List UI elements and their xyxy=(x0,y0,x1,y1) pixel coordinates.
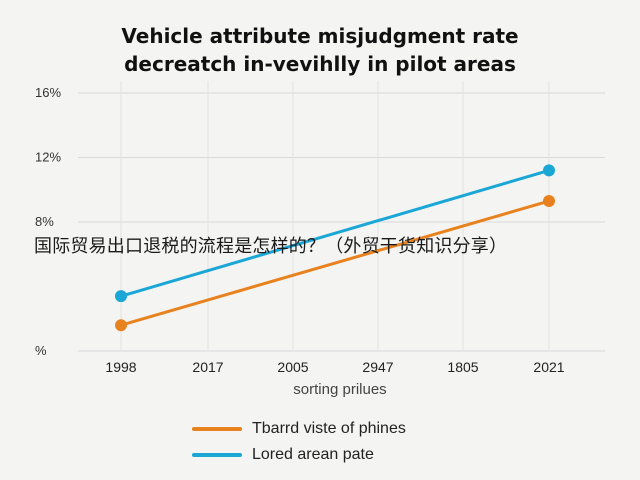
x-tick-label: 1998 xyxy=(105,359,136,375)
y-tick-label: 12% xyxy=(35,150,61,165)
data-point-1 xyxy=(115,319,127,332)
x-tick-label: 2017 xyxy=(192,359,223,375)
y-tick-label: 8% xyxy=(35,214,54,229)
data-point-2 xyxy=(115,290,127,303)
x-tick-label: 2021 xyxy=(533,359,564,375)
chart-legend: Tbarrd viste of phines Lored arean pate xyxy=(192,416,406,468)
legend-swatch-2 xyxy=(192,453,242,457)
legend-item-1: Tbarrd viste of phines xyxy=(192,416,406,442)
overlay-caption: 国际贸易出口退税的流程是怎样的？（外贸干货知识分享） xyxy=(34,236,508,257)
chart-title-line-1: Vehicle attribute misjudgment rate xyxy=(121,24,519,48)
line-chart: % 8% 12% 16% 1998 2017 2005 2947 1805 2021 sortin… xyxy=(35,81,605,398)
x-tick-label: 2947 xyxy=(362,359,393,375)
data-point-1 xyxy=(543,195,555,208)
legend-item-2: Lored arean pate xyxy=(192,442,406,468)
x-axis-label: sorting prilues xyxy=(293,381,386,398)
legend-label-1: Tbarrd viste of phines xyxy=(252,420,406,437)
legend-swatch-1 xyxy=(192,427,242,431)
legend-label-2: Lored arean pate xyxy=(252,446,374,463)
data-point-2 xyxy=(543,164,555,177)
x-tick-label: 1805 xyxy=(447,359,478,375)
series-line-1 xyxy=(119,199,551,327)
y-tick-label: 16% xyxy=(35,85,61,100)
series-line-2 xyxy=(119,168,551,298)
chart-title-line-2: decreatch in-vevihlly in pilot areas xyxy=(124,52,516,76)
y-tick-label: % xyxy=(35,343,47,358)
x-tick-label: 2005 xyxy=(277,359,308,375)
chart-title: Vehicle attribute misjudgment rate decre… xyxy=(0,22,640,78)
